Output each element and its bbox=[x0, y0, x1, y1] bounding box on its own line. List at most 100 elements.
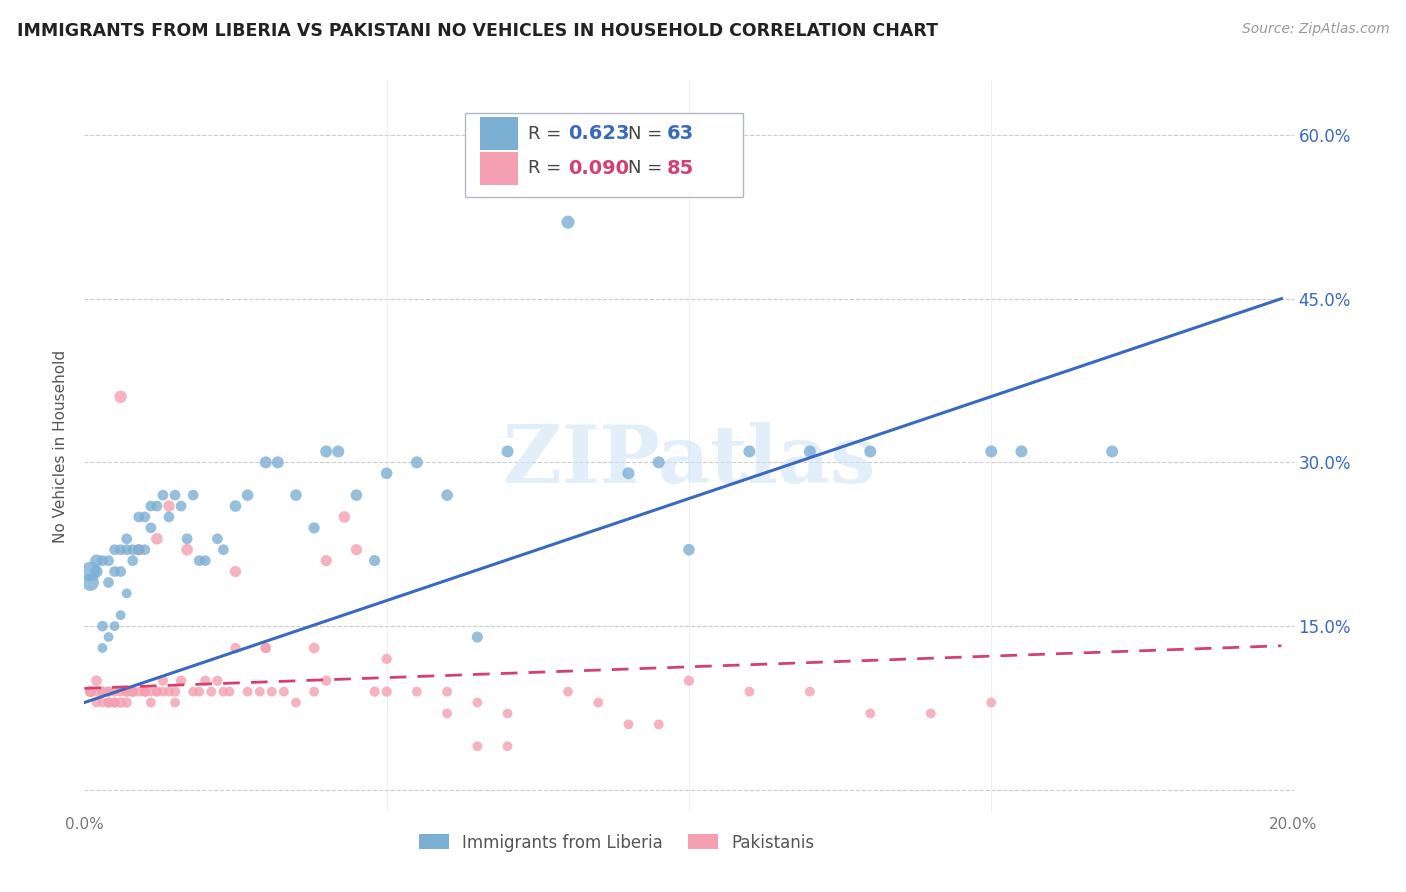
Point bbox=[152, 488, 174, 502]
Point bbox=[225, 565, 247, 579]
Point bbox=[194, 554, 217, 568]
Point bbox=[79, 684, 101, 698]
Point bbox=[79, 575, 101, 590]
Point bbox=[346, 542, 368, 557]
Point bbox=[375, 467, 398, 481]
Point bbox=[115, 696, 138, 710]
Point bbox=[170, 499, 193, 513]
FancyBboxPatch shape bbox=[479, 117, 519, 150]
Point bbox=[218, 684, 240, 698]
Point bbox=[285, 696, 308, 710]
Y-axis label: No Vehicles in Household: No Vehicles in Household bbox=[53, 350, 69, 542]
Point bbox=[97, 554, 120, 568]
Point bbox=[194, 673, 217, 688]
Point bbox=[363, 684, 385, 698]
Point bbox=[617, 467, 640, 481]
Point bbox=[267, 455, 290, 469]
Point bbox=[97, 630, 120, 644]
Point bbox=[134, 542, 156, 557]
Point bbox=[121, 554, 143, 568]
Point bbox=[110, 684, 132, 698]
Point bbox=[315, 444, 337, 458]
Point bbox=[152, 673, 174, 688]
Point bbox=[738, 684, 761, 698]
Point bbox=[157, 510, 180, 524]
Point bbox=[104, 696, 127, 710]
Point bbox=[254, 455, 277, 469]
Point bbox=[236, 684, 259, 698]
Point bbox=[363, 554, 385, 568]
Point bbox=[146, 684, 169, 698]
Point bbox=[128, 542, 150, 557]
Point bbox=[188, 684, 211, 698]
Point bbox=[859, 706, 882, 721]
Point bbox=[115, 586, 138, 600]
Point bbox=[1101, 444, 1123, 458]
Point bbox=[328, 444, 350, 458]
Point bbox=[104, 542, 127, 557]
Point bbox=[260, 684, 283, 698]
Point bbox=[333, 510, 356, 524]
Point bbox=[496, 444, 519, 458]
Text: 63: 63 bbox=[668, 124, 695, 144]
Point bbox=[557, 215, 579, 229]
Point bbox=[146, 532, 169, 546]
Point bbox=[436, 684, 458, 698]
Point bbox=[315, 673, 337, 688]
Text: 0.090: 0.090 bbox=[568, 159, 628, 178]
Point bbox=[104, 565, 127, 579]
Point bbox=[157, 499, 180, 513]
Point bbox=[134, 510, 156, 524]
Point bbox=[188, 554, 211, 568]
Point bbox=[146, 684, 169, 698]
Point bbox=[91, 554, 114, 568]
Text: 0.623: 0.623 bbox=[568, 124, 630, 144]
Point bbox=[176, 532, 198, 546]
Point bbox=[273, 684, 295, 698]
Point bbox=[134, 684, 156, 698]
Text: R =: R = bbox=[529, 125, 567, 143]
Point bbox=[406, 684, 429, 698]
Point bbox=[110, 565, 132, 579]
Point bbox=[110, 696, 132, 710]
Point bbox=[121, 542, 143, 557]
Point bbox=[139, 684, 162, 698]
Point bbox=[254, 640, 277, 655]
Point bbox=[980, 444, 1002, 458]
Point bbox=[110, 542, 132, 557]
Point bbox=[97, 684, 120, 698]
Point bbox=[302, 521, 325, 535]
Point bbox=[181, 488, 204, 502]
Point bbox=[79, 684, 101, 698]
FancyBboxPatch shape bbox=[465, 113, 744, 197]
Legend: Immigrants from Liberia, Pakistanis: Immigrants from Liberia, Pakistanis bbox=[412, 827, 821, 858]
Point bbox=[375, 652, 398, 666]
Point bbox=[1011, 444, 1033, 458]
Point bbox=[212, 542, 235, 557]
Point bbox=[86, 684, 108, 698]
Point bbox=[315, 554, 337, 568]
Point bbox=[859, 444, 882, 458]
Point bbox=[134, 684, 156, 698]
Point bbox=[139, 521, 162, 535]
Point bbox=[115, 684, 138, 698]
Point bbox=[128, 684, 150, 698]
Point bbox=[176, 542, 198, 557]
Text: Source: ZipAtlas.com: Source: ZipAtlas.com bbox=[1241, 22, 1389, 37]
Point bbox=[128, 542, 150, 557]
Text: N =: N = bbox=[628, 159, 668, 177]
Point bbox=[97, 696, 120, 710]
Point bbox=[799, 444, 821, 458]
Point bbox=[678, 673, 700, 688]
Point bbox=[436, 706, 458, 721]
Point bbox=[225, 640, 247, 655]
Point bbox=[152, 684, 174, 698]
Point bbox=[557, 684, 579, 698]
Point bbox=[588, 696, 610, 710]
Point bbox=[97, 696, 120, 710]
Text: IMMIGRANTS FROM LIBERIA VS PAKISTANI NO VEHICLES IN HOUSEHOLD CORRELATION CHART: IMMIGRANTS FROM LIBERIA VS PAKISTANI NO … bbox=[17, 22, 938, 40]
Point bbox=[467, 630, 489, 644]
Point bbox=[104, 619, 127, 633]
Point bbox=[139, 696, 162, 710]
Point bbox=[121, 684, 143, 698]
